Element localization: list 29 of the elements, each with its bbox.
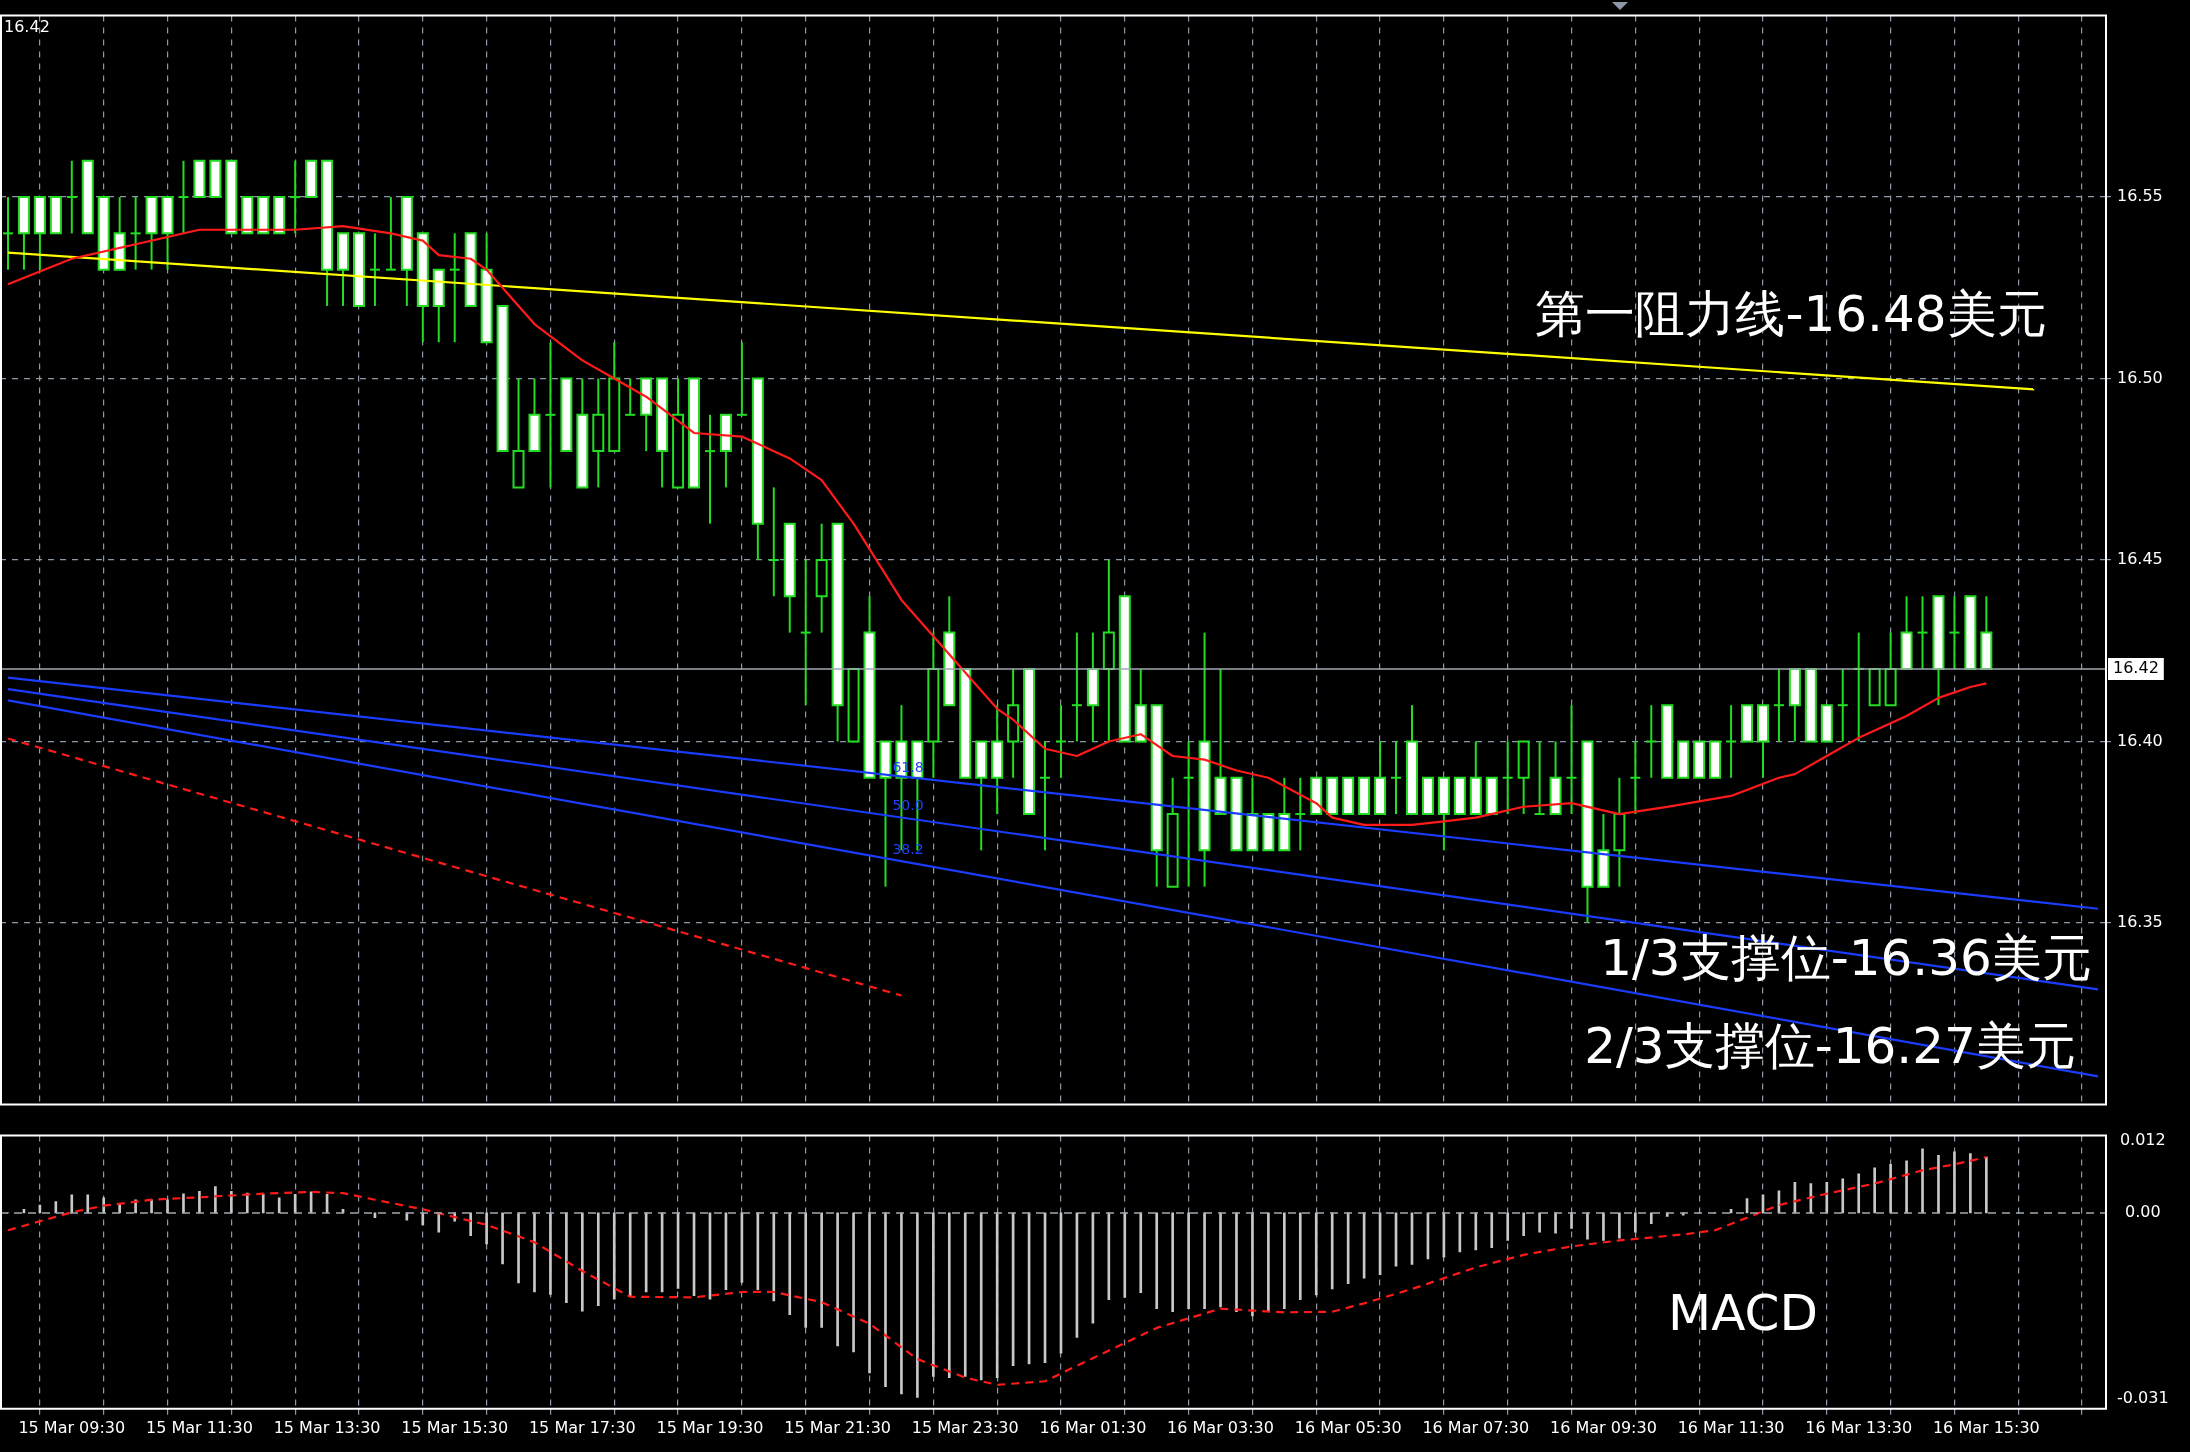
y-tick-label: 16.45 [2117, 549, 2163, 569]
annotation: 16.42 [4, 17, 50, 37]
y-tick-label: 16.50 [2117, 367, 2163, 387]
y-tick-label: 16.35 [2117, 912, 2163, 932]
x-tick-label: 15 Mar 23:30 [911, 1417, 1019, 1437]
annotation: MACD [1668, 1283, 1818, 1342]
x-tick-label: 16 Mar 07:30 [1422, 1417, 1530, 1437]
x-tick-label: 15 Mar 13:30 [273, 1417, 381, 1437]
x-tick-label: 16 Mar 13:30 [1805, 1417, 1913, 1437]
x-tick-label: 15 Mar 21:30 [784, 1417, 892, 1437]
x-tick-label: 16 Mar 05:30 [1294, 1417, 1402, 1437]
annotation: 第一阻力线-16.48美元 [1535, 284, 2047, 343]
x-tick-label: 16 Mar 11:30 [1677, 1417, 1785, 1437]
ref-line-label: 16.42 [2113, 658, 2159, 678]
x-tick-label: 16 Mar 15:30 [1932, 1417, 2040, 1437]
x-tick-label: 16 Mar 01:30 [1039, 1417, 1147, 1437]
x-tick-label: 15 Mar 11:30 [146, 1417, 253, 1437]
x-tick-label: 16 Mar 09:30 [1550, 1417, 1657, 1437]
y-tick-label: -0.031 [2117, 1387, 2169, 1407]
annotation: 38.2 [892, 840, 924, 857]
x-tick-label: 15 Mar 09:30 [18, 1417, 126, 1437]
y-tick-label: 0.00 [2124, 1202, 2161, 1222]
x-tick-label: 15 Mar 15:30 [401, 1417, 509, 1437]
y-tick-label: 0.012 [2119, 1130, 2166, 1150]
y-tick-label: 16.55 [2117, 186, 2163, 206]
x-tick-label: 15 Mar 19:30 [656, 1417, 764, 1437]
y-tick-label: 16.40 [2117, 730, 2163, 750]
x-tick-label: 15 Mar 17:30 [528, 1417, 636, 1437]
x-tick-label: 16 Mar 03:30 [1167, 1417, 1274, 1437]
